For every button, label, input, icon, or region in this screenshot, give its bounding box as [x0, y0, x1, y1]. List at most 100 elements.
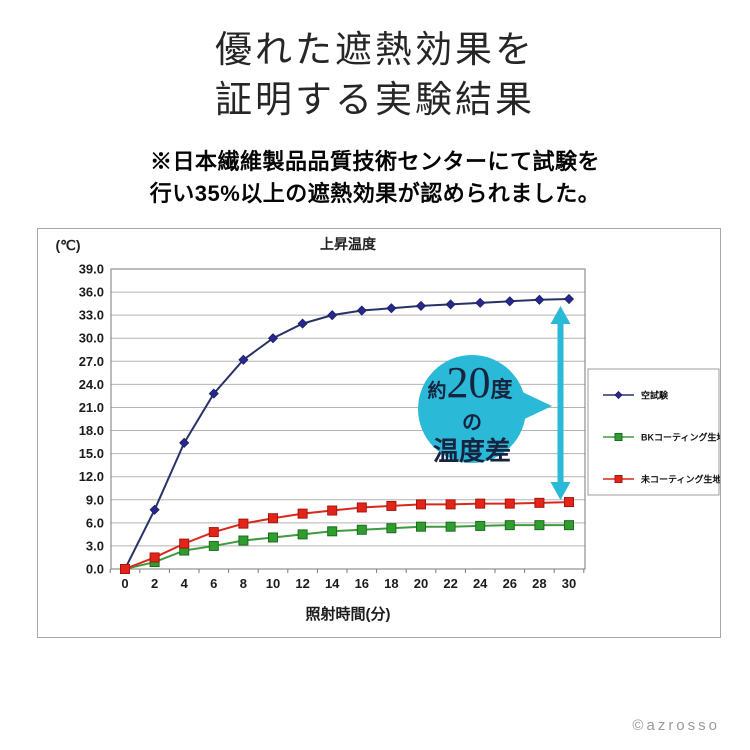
marker-bk-coated-fabric — [238, 535, 249, 546]
y-tick-label: 3.0 — [86, 538, 104, 553]
marker-bk-coated-fabric — [327, 526, 338, 537]
marker-uncoated-fabric — [356, 502, 367, 513]
test-note-line-1: ※日本繊維製品品質技術センターにて試験を — [149, 149, 600, 174]
temperature-difference-arrow — [550, 306, 571, 500]
x-axis-ticks — [109, 569, 585, 573]
marker-blank-test — [208, 388, 219, 399]
y-tick-label: 27.0 — [79, 354, 104, 369]
x-tick-label: 16 — [355, 576, 369, 591]
marker-blank-test — [327, 310, 338, 321]
y-tick-label: 33.0 — [79, 308, 104, 323]
page-title: 優れた遮熱効果を 証明する実験結果 — [0, 0, 750, 126]
temperature-rise-chart: 39.0 36.0 33.0 30.0 27.0 24.0 21.0 18.0 15.0 12.0… — [38, 229, 720, 637]
marker-uncoated-fabric — [386, 500, 397, 511]
marker-uncoated-fabric — [238, 518, 249, 529]
bubble-text-middle: の — [462, 412, 482, 434]
marker-bk-coated-fabric — [297, 529, 308, 540]
legend-label-uncoated-fabric: 未コーティング生地 — [640, 474, 720, 485]
marker-blank-test — [179, 437, 190, 448]
test-note: ※日本繊維製品品質技術センターにて試験を 行い35%以上の遮熱効果が認められまし… — [0, 126, 750, 210]
y-tick-label: 30.0 — [79, 331, 104, 346]
marker-uncoated-fabric — [179, 538, 190, 549]
marker-uncoated-fabric — [268, 513, 278, 524]
x-tick-label: 24 — [473, 576, 488, 591]
y-tick-label: 36.0 — [79, 285, 104, 300]
x-tick-label: 26 — [503, 576, 517, 591]
x-tick-label: 4 — [181, 576, 189, 591]
x-tick-label: 14 — [325, 576, 340, 591]
bubble-circle — [418, 355, 526, 463]
marker-uncoated-fabric — [504, 498, 515, 509]
marker-blank-test — [356, 305, 367, 316]
x-tick-label: 10 — [266, 576, 280, 591]
copyright: ©azrosso — [632, 717, 720, 734]
marker-bk-coated-fabric — [208, 540, 219, 551]
marker-uncoated-fabric — [327, 505, 338, 516]
y-tick-label: 6.0 — [86, 515, 104, 530]
x-tick-label: 18 — [384, 576, 398, 591]
chart-frame: 39.0 36.0 33.0 30.0 27.0 24.0 21.0 18.0 15.0 12.0… — [37, 228, 721, 638]
y-tick-label: 18.0 — [79, 423, 104, 438]
marker-blank-test — [267, 333, 279, 344]
plot-border — [110, 268, 586, 570]
marker-uncoated-fabric — [149, 552, 160, 563]
marker-bk-coated-fabric — [356, 524, 367, 535]
marker-uncoated-fabric — [475, 498, 486, 509]
x-tick-label: 0 — [121, 576, 128, 591]
marker-bk-coated-fabric — [564, 520, 574, 531]
series-bk-coated-fabric — [120, 520, 574, 574]
marker-uncoated-fabric — [416, 499, 426, 510]
x-tick-label: 6 — [210, 576, 217, 591]
x-tick-label: 28 — [532, 576, 546, 591]
marker-blank-test — [297, 318, 308, 329]
legend-label-blank-test: 空試験 — [641, 390, 669, 401]
marker-bk-coated-fabric — [475, 520, 486, 531]
page-title-line-2: 証明する実験結果 — [215, 80, 535, 121]
marker-bk-coated-fabric — [386, 523, 397, 534]
legend-label-bk-coated-fabric: BKコーティング生地 — [641, 432, 720, 443]
legend-entry-bk-coated-fabric: BKコーティング生地 — [603, 432, 720, 443]
marker-blank-test — [475, 297, 486, 308]
bubble-text-top: 約20度 — [427, 358, 513, 407]
y-tick-label: 15.0 — [79, 446, 104, 461]
x-tick-label: 2 — [151, 576, 158, 591]
marker-bk-coated-fabric — [268, 532, 278, 543]
page-title-line-1: 優れた遮熱効果を — [215, 30, 535, 71]
chart-title: 上昇温度 — [320, 236, 377, 252]
y-tick-label: 21.0 — [79, 400, 104, 415]
marker-bk-coated-fabric — [534, 520, 545, 531]
marker-blank-test — [534, 294, 545, 305]
legend-entry-uncoated-fabric: 未コーティング生地 — [603, 474, 720, 485]
y-tick-label: 0.0 — [86, 562, 104, 577]
marker-uncoated-fabric — [120, 564, 130, 574]
x-axis-label: 照射時間(分) — [306, 605, 391, 623]
marker-blank-test — [445, 299, 456, 310]
marker-blank-test — [386, 303, 397, 314]
y-tick-label: 39.0 — [79, 262, 104, 277]
marker-uncoated-fabric — [208, 527, 219, 538]
marker-uncoated-fabric — [297, 508, 308, 519]
legend-box — [587, 368, 720, 496]
marker-blank-test — [149, 504, 160, 515]
marker-uncoated-fabric — [564, 497, 574, 508]
x-tick-label: 20 — [414, 576, 428, 591]
x-tick-label: 12 — [295, 576, 309, 591]
marker-uncoated-fabric — [445, 499, 456, 510]
series-uncoated-fabric — [120, 497, 574, 574]
marker-bk-coated-fabric — [504, 520, 515, 531]
marker-bk-coated-fabric — [445, 521, 456, 532]
marker-blank-test — [238, 354, 249, 365]
x-tick-label: 22 — [443, 576, 457, 591]
y-tick-label: 9.0 — [86, 492, 104, 507]
marker-blank-test — [614, 390, 623, 400]
marker-blank-test — [504, 296, 515, 307]
marker-blank-test — [563, 293, 575, 305]
marker-uncoated-fabric — [534, 497, 545, 508]
marker-bk-coated-fabric — [614, 433, 623, 441]
x-tick-label: 30 — [562, 576, 576, 591]
marker-uncoated-fabric — [614, 475, 623, 483]
y-tick-label: 24.0 — [79, 377, 104, 392]
y-axis-unit-label: (℃) — [55, 237, 80, 253]
